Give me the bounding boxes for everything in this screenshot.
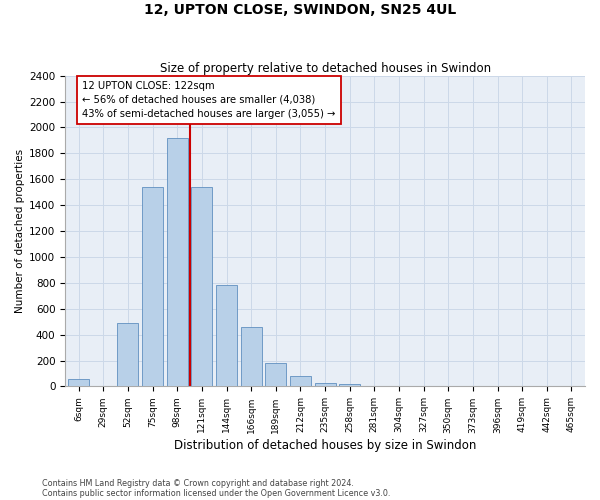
- X-axis label: Distribution of detached houses by size in Swindon: Distribution of detached houses by size …: [174, 440, 476, 452]
- Text: Contains HM Land Registry data © Crown copyright and database right 2024.
Contai: Contains HM Land Registry data © Crown c…: [42, 479, 391, 498]
- Bar: [290, 376, 311, 386]
- Bar: [68, 378, 89, 386]
- Bar: [167, 138, 188, 386]
- Bar: [265, 362, 286, 386]
- Text: 12, UPTON CLOSE, SWINDON, SN25 4UL: 12, UPTON CLOSE, SWINDON, SN25 4UL: [144, 2, 456, 16]
- Text: 12 UPTON CLOSE: 122sqm
← 56% of detached houses are smaller (4,038)
43% of semi-: 12 UPTON CLOSE: 122sqm ← 56% of detached…: [82, 81, 336, 119]
- Bar: [314, 383, 335, 386]
- Bar: [191, 187, 212, 386]
- Bar: [118, 323, 139, 386]
- Bar: [339, 384, 360, 386]
- Y-axis label: Number of detached properties: Number of detached properties: [15, 149, 25, 313]
- Bar: [142, 187, 163, 386]
- Bar: [241, 327, 262, 386]
- Title: Size of property relative to detached houses in Swindon: Size of property relative to detached ho…: [160, 62, 491, 74]
- Bar: [216, 286, 237, 386]
